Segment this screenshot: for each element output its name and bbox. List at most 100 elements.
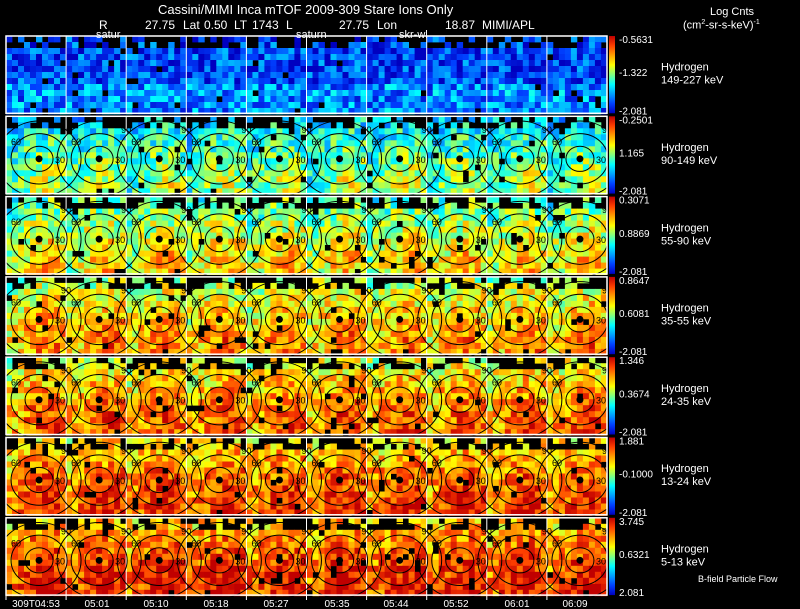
contour-ring bbox=[311, 374, 369, 426]
contour-ring bbox=[385, 466, 415, 494]
contour-label: 90 bbox=[422, 446, 432, 456]
contour-ring bbox=[565, 547, 595, 574]
contour-label: 60 bbox=[492, 217, 502, 227]
contour-ring bbox=[144, 306, 174, 333]
contour-ring bbox=[505, 145, 535, 172]
body-marker-label: skr-wl bbox=[399, 29, 428, 41]
contour-ring bbox=[445, 547, 475, 574]
contour-ring bbox=[491, 374, 549, 426]
contour-ring bbox=[84, 226, 114, 253]
contour-label: 90 bbox=[181, 285, 191, 295]
contour-label: 90 bbox=[362, 526, 372, 536]
contour-ring bbox=[130, 213, 188, 265]
contour-label: 60 bbox=[131, 378, 141, 388]
contour-label: 90 bbox=[422, 526, 432, 536]
flow-center-marker bbox=[516, 315, 524, 323]
contour-label: 60 bbox=[71, 378, 81, 388]
flow-center-marker bbox=[215, 235, 223, 243]
contour-ring bbox=[190, 293, 248, 346]
flow-center-marker bbox=[336, 155, 344, 163]
contour-label: 30 bbox=[115, 556, 125, 566]
flow-center-marker bbox=[155, 315, 163, 323]
colorbar-mid-label: 1.165 bbox=[619, 148, 644, 159]
contour-ring bbox=[130, 534, 188, 587]
contour-label: 30 bbox=[295, 476, 305, 486]
contour-label: 90 bbox=[241, 446, 251, 456]
contour-ring bbox=[551, 133, 609, 185]
time-tick-label: 05:10 bbox=[143, 599, 168, 609]
contour-label: 90 bbox=[542, 125, 552, 135]
contour-label: 30 bbox=[536, 556, 546, 566]
contour-ring bbox=[24, 466, 54, 494]
colorbar-min-label: -2.081 bbox=[619, 267, 648, 278]
contour-label: 30 bbox=[175, 476, 185, 486]
panel-frame bbox=[5, 276, 608, 355]
contour-ring bbox=[371, 454, 429, 506]
contour-ring bbox=[10, 133, 68, 185]
contour-ring bbox=[565, 466, 595, 494]
time-tick-label: 05:27 bbox=[263, 599, 288, 609]
contour-label: 90 bbox=[301, 446, 311, 456]
contour-label: 90 bbox=[482, 125, 492, 135]
contour-label: 90 bbox=[241, 526, 251, 536]
energy-panel: 3060903060903060903060903060903060903060… bbox=[0, 517, 709, 599]
header-r-value: 27.75 bbox=[145, 18, 176, 32]
contour-label: 30 bbox=[476, 556, 486, 566]
contour-ring bbox=[491, 293, 549, 346]
colorbar bbox=[609, 437, 615, 515]
colorbar-mid-label: 0.6321 bbox=[619, 550, 650, 561]
contour-label: 90 bbox=[61, 285, 71, 295]
flow-center-marker bbox=[516, 396, 524, 404]
contour-label: 60 bbox=[492, 297, 502, 307]
contour-label: 30 bbox=[55, 155, 65, 165]
contour-label: 90 bbox=[422, 125, 432, 135]
contour-label: 90 bbox=[482, 205, 492, 215]
contour-ring bbox=[371, 534, 429, 587]
contour-label: 60 bbox=[251, 538, 261, 548]
contour-ring bbox=[311, 293, 369, 346]
contour-label: 90 bbox=[422, 205, 432, 215]
contour-ring bbox=[505, 547, 535, 574]
contour-label: 90 bbox=[542, 446, 552, 456]
contour-label: 60 bbox=[432, 378, 442, 388]
colorbar-units-sup1: 2 bbox=[701, 19, 706, 26]
contour-label: 30 bbox=[356, 396, 366, 406]
contour-ring bbox=[357, 522, 443, 599]
contour-label: 30 bbox=[115, 235, 125, 245]
colorbar bbox=[609, 196, 615, 274]
contour-label: 30 bbox=[476, 315, 486, 325]
contour-label: 60 bbox=[552, 458, 562, 468]
contour-label: 90 bbox=[61, 526, 71, 536]
contour-ring bbox=[130, 133, 188, 185]
contour-label: 60 bbox=[131, 538, 141, 548]
energy-range-label: 35-55 keV bbox=[661, 316, 712, 328]
contour-label: 30 bbox=[476, 155, 486, 165]
contour-ring bbox=[130, 454, 188, 506]
contour-label: 30 bbox=[536, 396, 546, 406]
panel-frame bbox=[5, 436, 608, 516]
contour-ring bbox=[250, 213, 308, 265]
contour-label: 60 bbox=[71, 538, 81, 548]
contour-label: 30 bbox=[235, 155, 245, 165]
flow-center-marker bbox=[215, 396, 223, 404]
body-marker-label: saturn bbox=[296, 29, 327, 41]
contour-ring bbox=[385, 547, 415, 574]
contour-ring bbox=[10, 374, 68, 426]
contour-ring bbox=[250, 293, 308, 346]
contour-label: 90 bbox=[61, 446, 71, 456]
contour-label: 60 bbox=[552, 137, 562, 147]
contour-ring bbox=[250, 534, 308, 587]
contour-ring bbox=[385, 306, 415, 333]
contour-ring bbox=[84, 386, 114, 413]
contour-ring bbox=[491, 534, 549, 587]
contour-label: 60 bbox=[71, 137, 81, 147]
colorbar-title-line2: (cm2-sr-s-keV)-1 bbox=[683, 19, 760, 32]
contour-lines bbox=[0, 522, 623, 599]
contour-label: 30 bbox=[416, 396, 426, 406]
colorbar bbox=[609, 357, 615, 435]
time-tick-label: 05:01 bbox=[84, 599, 109, 609]
colorbar bbox=[609, 36, 615, 114]
contour-label: 90 bbox=[482, 366, 492, 376]
flow-center-marker bbox=[35, 235, 43, 243]
species-label: Hydrogen bbox=[661, 142, 709, 154]
